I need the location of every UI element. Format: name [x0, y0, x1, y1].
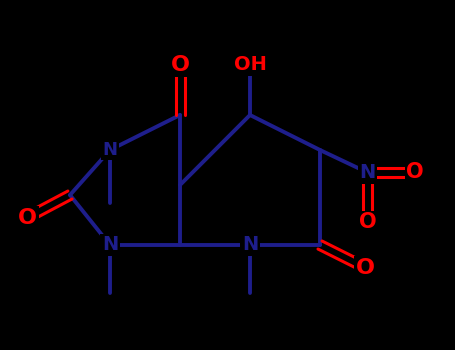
Text: N: N — [102, 141, 117, 159]
Text: O: O — [18, 208, 37, 228]
Text: N: N — [102, 236, 118, 254]
Text: N: N — [242, 236, 258, 254]
Text: O: O — [355, 258, 374, 278]
Text: N: N — [359, 163, 376, 182]
Text: O: O — [359, 212, 376, 232]
Text: OH: OH — [233, 56, 267, 75]
Text: O: O — [171, 55, 189, 75]
Text: O: O — [406, 162, 424, 182]
